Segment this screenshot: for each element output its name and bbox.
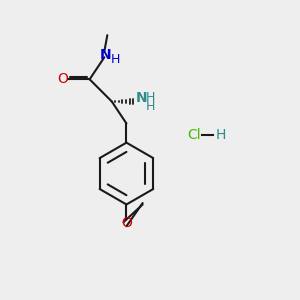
Text: H: H — [111, 52, 120, 65]
Text: O: O — [121, 216, 132, 230]
Text: H: H — [145, 92, 155, 104]
Text: H: H — [145, 100, 155, 113]
Text: N: N — [135, 91, 147, 105]
Text: N: N — [100, 49, 112, 62]
Text: Cl: Cl — [188, 128, 201, 142]
Text: H: H — [215, 128, 226, 142]
Text: O: O — [57, 72, 68, 86]
